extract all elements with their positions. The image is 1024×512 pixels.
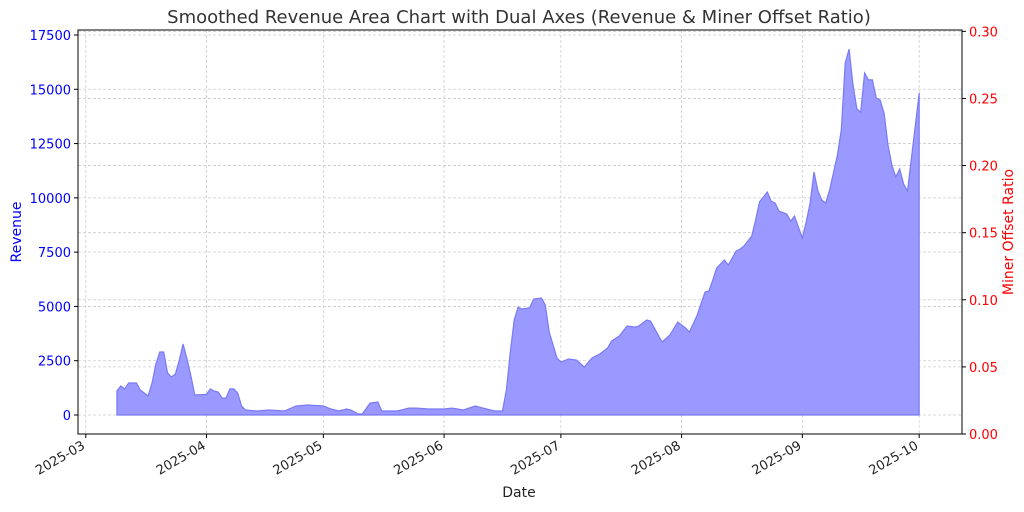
y-right-tick-label: 0.20 xyxy=(969,160,998,175)
y-left-tick-label: 2500 xyxy=(38,355,71,370)
y-axis-right-label: Miner Offset Ratio xyxy=(1001,169,1017,295)
x-tick-label: 2025-09 xyxy=(750,438,805,478)
x-tick-label: 2025-04 xyxy=(154,438,209,478)
y-left-tick-label: 0 xyxy=(63,409,71,424)
chart-title: Smoothed Revenue Area Chart with Dual Ax… xyxy=(167,7,871,28)
area-layer xyxy=(117,49,919,415)
x-axis-label: Date xyxy=(502,485,535,501)
x-tick-label: 2025-05 xyxy=(271,438,326,478)
revenue-area xyxy=(117,49,919,415)
y-left-tick-label: 15000 xyxy=(30,83,71,98)
y-axis-right: 0.00 0.05 0.10 0.15 0.20 0.25 0.30 xyxy=(962,25,998,443)
y-right-tick-label: 0.30 xyxy=(969,25,998,40)
y-left-tick-label: 10000 xyxy=(30,192,71,207)
x-axis: 2025-03 2025-04 2025-05 2025-06 2025-07 2025-… xyxy=(33,434,921,479)
y-axis-left-label: Revenue xyxy=(9,202,25,263)
y-left-tick-label: 17500 xyxy=(30,29,71,44)
y-axis-left: 0 2500 5000 7500 10000 12500 15000 17500 xyxy=(30,29,78,424)
x-tick-label: 2025-08 xyxy=(629,438,684,478)
y-right-tick-label: 0.05 xyxy=(969,361,998,376)
y-left-tick-label: 5000 xyxy=(38,300,71,315)
y-right-tick-label: 0.25 xyxy=(969,92,998,107)
y-right-tick-label: 0.15 xyxy=(969,227,998,242)
x-tick-label: 2025-07 xyxy=(508,438,563,478)
x-tick-label: 2025-10 xyxy=(867,438,922,478)
y-left-tick-label: 7500 xyxy=(38,246,71,261)
y-right-tick-label: 0.00 xyxy=(969,428,998,443)
x-tick-label: 2025-03 xyxy=(33,438,88,478)
y-left-tick-label: 12500 xyxy=(30,138,71,153)
x-tick-label: 2025-06 xyxy=(392,438,447,478)
y-right-tick-label: 0.10 xyxy=(969,294,998,309)
